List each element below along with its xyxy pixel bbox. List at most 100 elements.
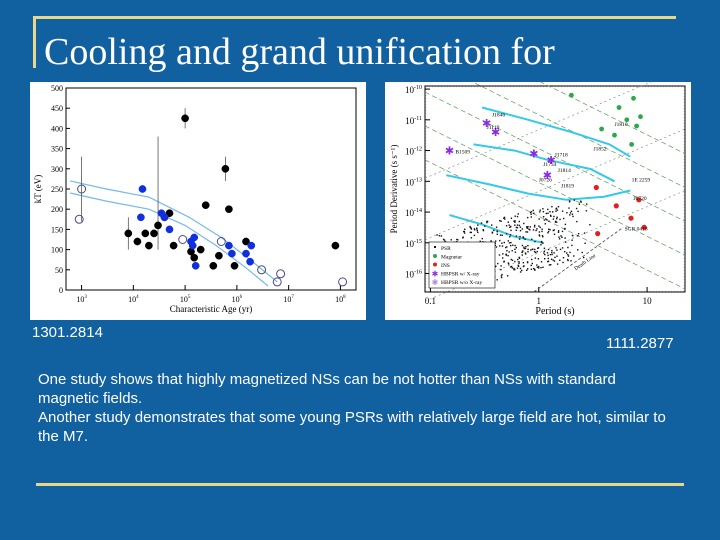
psr-point xyxy=(518,261,520,263)
psr-point xyxy=(514,220,516,222)
y-tick-label: 10-15 xyxy=(405,239,422,249)
psr-point xyxy=(510,265,513,268)
ins-point xyxy=(613,203,619,209)
open-data-point xyxy=(77,184,87,194)
psr-point xyxy=(525,246,527,248)
psr-point xyxy=(557,230,560,232)
y-tick-label: 400 xyxy=(51,124,63,133)
psr-point xyxy=(541,228,543,230)
psr-point xyxy=(523,246,525,248)
psr-point xyxy=(444,240,446,243)
psr-point xyxy=(469,226,472,229)
psr-point xyxy=(547,260,550,262)
cooling-curve xyxy=(69,192,269,287)
psr-point xyxy=(517,264,519,267)
psr-point xyxy=(543,250,545,252)
psr-point xyxy=(456,238,458,241)
psr-point xyxy=(583,232,586,234)
psr-point xyxy=(551,206,553,208)
psr-point xyxy=(531,262,533,265)
x-tick-label: 104 xyxy=(128,295,139,304)
open-data-point xyxy=(338,277,348,287)
reference-left: 1301.2814 xyxy=(32,324,103,341)
psr-point xyxy=(555,247,557,249)
y-tick-label: 10-11 xyxy=(405,116,422,126)
psr-point xyxy=(510,241,512,244)
psr-point xyxy=(537,267,540,269)
x-axis-label: Characteristic Age (yr) xyxy=(170,304,252,314)
psr-point xyxy=(545,212,547,215)
point-annotation: SGR 0418 xyxy=(625,227,648,233)
psr-point xyxy=(521,269,523,272)
psr-point xyxy=(515,229,517,231)
open-data-point xyxy=(74,214,84,224)
psr-point xyxy=(578,203,581,205)
psr-point xyxy=(586,203,588,205)
point-annotation: J1852 xyxy=(594,147,607,153)
psr-point xyxy=(555,210,557,212)
psr-point xyxy=(482,229,484,231)
psr-point xyxy=(567,254,569,256)
psr-point xyxy=(442,238,445,241)
psr-point xyxy=(518,256,520,259)
psr-point xyxy=(503,216,506,219)
black-data-point xyxy=(124,229,133,238)
psr-point xyxy=(517,213,519,215)
psr-point xyxy=(501,234,503,236)
psr-point xyxy=(521,228,523,230)
psr-point xyxy=(541,230,543,233)
psr-point xyxy=(523,222,525,225)
legend-label: HBPSR w/o X-ray xyxy=(441,280,483,286)
psr-point xyxy=(536,250,538,253)
legend-box xyxy=(428,241,496,289)
x-tick-label: 105 xyxy=(180,295,191,304)
y-tick-label: 200 xyxy=(51,205,63,214)
psr-point xyxy=(557,231,560,233)
field-line xyxy=(424,91,686,222)
psr-point xyxy=(542,236,544,238)
psr-point xyxy=(530,216,532,218)
psr-point xyxy=(556,249,558,251)
psr-point xyxy=(511,250,513,252)
psr-point xyxy=(519,230,522,232)
psr-point xyxy=(499,239,501,242)
magnetar-point xyxy=(631,95,636,101)
blue-data-point xyxy=(138,185,147,193)
psr-point xyxy=(509,234,512,236)
psr-point xyxy=(542,242,544,244)
psr-point xyxy=(518,238,521,240)
psr-point xyxy=(552,211,554,213)
psr-point xyxy=(533,267,535,270)
ppdot-figure: 10-10 10-11 10-12 10-13 10-14 10-15 10-16 0.1 1 1… xyxy=(385,82,691,320)
psr-point xyxy=(548,220,550,222)
psr-point xyxy=(552,218,555,220)
open-data-point xyxy=(257,265,267,275)
black-data-point xyxy=(331,241,340,250)
black-data-point xyxy=(165,209,174,218)
black-data-point xyxy=(154,221,162,230)
psr-point xyxy=(511,267,513,269)
psr-point xyxy=(510,258,512,261)
psr-point xyxy=(502,257,504,259)
y-tick-label: 350 xyxy=(51,145,63,154)
black-data-point xyxy=(215,251,223,260)
psr-point xyxy=(546,252,549,254)
legend-marker xyxy=(433,254,437,258)
psr-point xyxy=(547,254,549,257)
field-line xyxy=(424,159,686,290)
psr-point xyxy=(559,218,561,221)
psr-point xyxy=(562,257,565,259)
magnetar-point xyxy=(629,142,634,147)
psr-point xyxy=(463,232,466,234)
hbpsr-star: ✱ xyxy=(543,170,552,182)
psr-point xyxy=(540,241,543,244)
psr-point xyxy=(548,228,550,230)
open-data-point xyxy=(178,235,188,244)
psr-point xyxy=(540,244,542,246)
hbpsr-star: ✱ xyxy=(529,149,538,161)
evolution-track xyxy=(473,143,615,183)
psr-point xyxy=(469,225,471,228)
psr-point xyxy=(503,241,505,244)
psr-point xyxy=(530,268,533,270)
psr-point xyxy=(550,264,552,266)
